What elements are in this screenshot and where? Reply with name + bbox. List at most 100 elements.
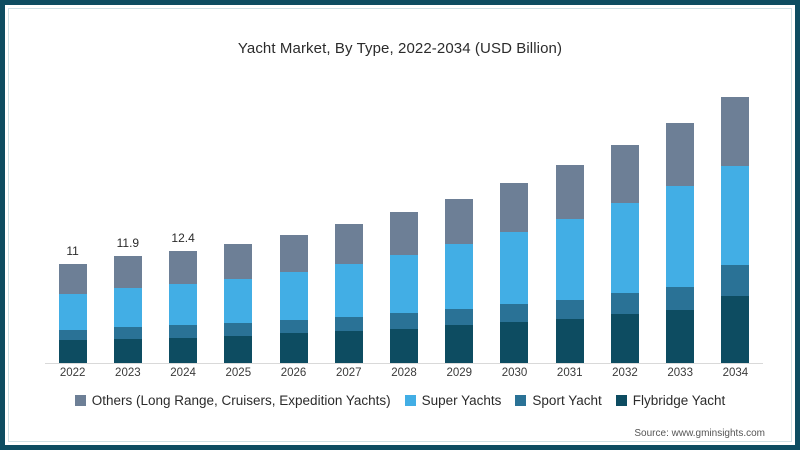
legend-swatch-icon <box>74 395 86 406</box>
bar-segment[interactable] <box>279 319 308 334</box>
bar-segment[interactable] <box>610 293 639 315</box>
x-axis-tick-label: 2029 <box>446 367 473 379</box>
bar-segment[interactable] <box>721 166 750 266</box>
bar-column[interactable] <box>376 83 431 363</box>
bar-segment[interactable] <box>555 299 584 319</box>
bar-segment[interactable] <box>500 322 529 363</box>
stacked-bar[interactable] <box>555 165 584 363</box>
x-axis-tick-label: 2024 <box>170 367 196 379</box>
bar-segment[interactable] <box>58 263 87 295</box>
x-axis-tick-label: 2023 <box>115 367 141 379</box>
bar-segment[interactable] <box>500 183 529 233</box>
x-axis-tick-label: 2033 <box>667 367 693 379</box>
bar-column[interactable] <box>653 83 708 363</box>
bar-segment[interactable] <box>500 304 529 323</box>
bar-segment[interactable] <box>58 294 87 330</box>
bar-segment[interactable] <box>58 340 87 363</box>
plot-area: 11 11.9 12.4 <box>45 83 763 364</box>
bar-column[interactable] <box>211 83 266 363</box>
bar-column[interactable] <box>708 83 763 363</box>
stacked-bar[interactable] <box>610 145 639 363</box>
legend-label: Flybridge Yacht <box>632 393 726 408</box>
bar-segment[interactable] <box>279 333 308 363</box>
bar-segment[interactable] <box>555 165 584 219</box>
stacked-bar[interactable] <box>169 251 198 363</box>
bar-segment[interactable] <box>555 318 584 363</box>
bar-segment[interactable] <box>445 198 474 244</box>
bar-segment[interactable] <box>610 314 639 363</box>
bar-value-label: 11.9 <box>116 235 140 250</box>
stacked-bar[interactable] <box>279 234 308 363</box>
x-axis-tick-label: 2028 <box>391 367 417 379</box>
bar-segment[interactable] <box>169 251 198 285</box>
bar-segment[interactable] <box>390 313 419 329</box>
bar-column[interactable] <box>321 83 376 363</box>
bar-segment[interactable] <box>279 234 308 272</box>
bar-segment[interactable] <box>113 338 142 363</box>
legend-swatch-icon <box>515 395 527 406</box>
bar-column[interactable] <box>266 83 321 363</box>
bar-segment[interactable] <box>169 284 198 326</box>
bar-segment[interactable] <box>445 325 474 363</box>
stacked-bar[interactable] <box>113 255 142 363</box>
bar-segment[interactable] <box>721 97 750 167</box>
bar-segment[interactable] <box>334 263 363 317</box>
bar-group: 11 11.9 12.4 <box>45 83 763 363</box>
bar-segment[interactable] <box>390 212 419 255</box>
bar-segment[interactable] <box>169 325 198 338</box>
bar-segment[interactable] <box>224 323 253 336</box>
bar-segment[interactable] <box>113 255 142 289</box>
legend-item[interactable]: Sport Yacht <box>515 393 602 408</box>
bar-segment[interactable] <box>224 335 253 363</box>
bar-segment[interactable] <box>390 328 419 363</box>
stacked-bar[interactable] <box>58 263 87 363</box>
bar-segment[interactable] <box>334 223 363 264</box>
bar-column[interactable]: 11 <box>45 83 100 363</box>
stacked-bar[interactable] <box>334 223 363 363</box>
bar-segment[interactable] <box>169 337 198 363</box>
bar-value-label: 12.4 <box>171 231 195 245</box>
legend-swatch-icon <box>404 395 416 406</box>
stacked-bar[interactable] <box>224 243 253 363</box>
bar-column[interactable] <box>542 83 597 363</box>
bar-segment[interactable] <box>445 243 474 309</box>
bar-segment[interactable] <box>555 218 584 300</box>
legend-item[interactable]: Super Yachts <box>404 393 501 408</box>
bar-segment[interactable] <box>666 122 695 186</box>
x-axis-tick-label: 2026 <box>280 367 307 379</box>
bar-column[interactable] <box>597 83 652 363</box>
x-axis-tick-label: 2027 <box>335 367 362 379</box>
bar-segment[interactable] <box>113 326 142 339</box>
bar-segment[interactable] <box>610 145 639 204</box>
bar-segment[interactable] <box>721 296 750 363</box>
x-axis-tick-label: 2032 <box>612 367 638 379</box>
stacked-bar[interactable] <box>390 212 419 363</box>
bar-column[interactable]: 11.9 <box>100 83 155 363</box>
bar-segment[interactable] <box>224 243 253 280</box>
legend-item[interactable]: Others (Long Range, Cruisers, Expedition… <box>74 393 391 408</box>
bar-segment[interactable] <box>224 279 253 324</box>
bar-segment[interactable] <box>445 308 474 326</box>
bar-segment[interactable] <box>334 331 363 363</box>
bar-segment[interactable] <box>334 316 363 332</box>
bar-column[interactable]: 12.4 <box>155 83 210 363</box>
bar-segment[interactable] <box>279 271 308 320</box>
x-axis-line <box>45 363 763 364</box>
bar-segment[interactable] <box>610 203 639 294</box>
stacked-bar[interactable] <box>445 198 474 363</box>
bar-segment[interactable] <box>666 185 695 288</box>
bar-segment[interactable] <box>113 288 142 327</box>
bar-segment[interactable] <box>390 254 419 314</box>
bar-column[interactable] <box>432 83 487 363</box>
legend-swatch-icon <box>615 395 627 406</box>
bar-segment[interactable] <box>666 309 695 363</box>
bar-segment[interactable] <box>500 232 529 305</box>
bar-column[interactable] <box>487 83 542 363</box>
stacked-bar[interactable] <box>500 183 529 363</box>
stacked-bar[interactable] <box>721 97 750 363</box>
legend-item[interactable]: Flybridge Yacht <box>615 393 726 408</box>
bar-segment[interactable] <box>721 265 750 297</box>
bar-segment[interactable] <box>666 287 695 310</box>
bar-segment[interactable] <box>58 329 87 341</box>
stacked-bar[interactable] <box>666 122 695 363</box>
